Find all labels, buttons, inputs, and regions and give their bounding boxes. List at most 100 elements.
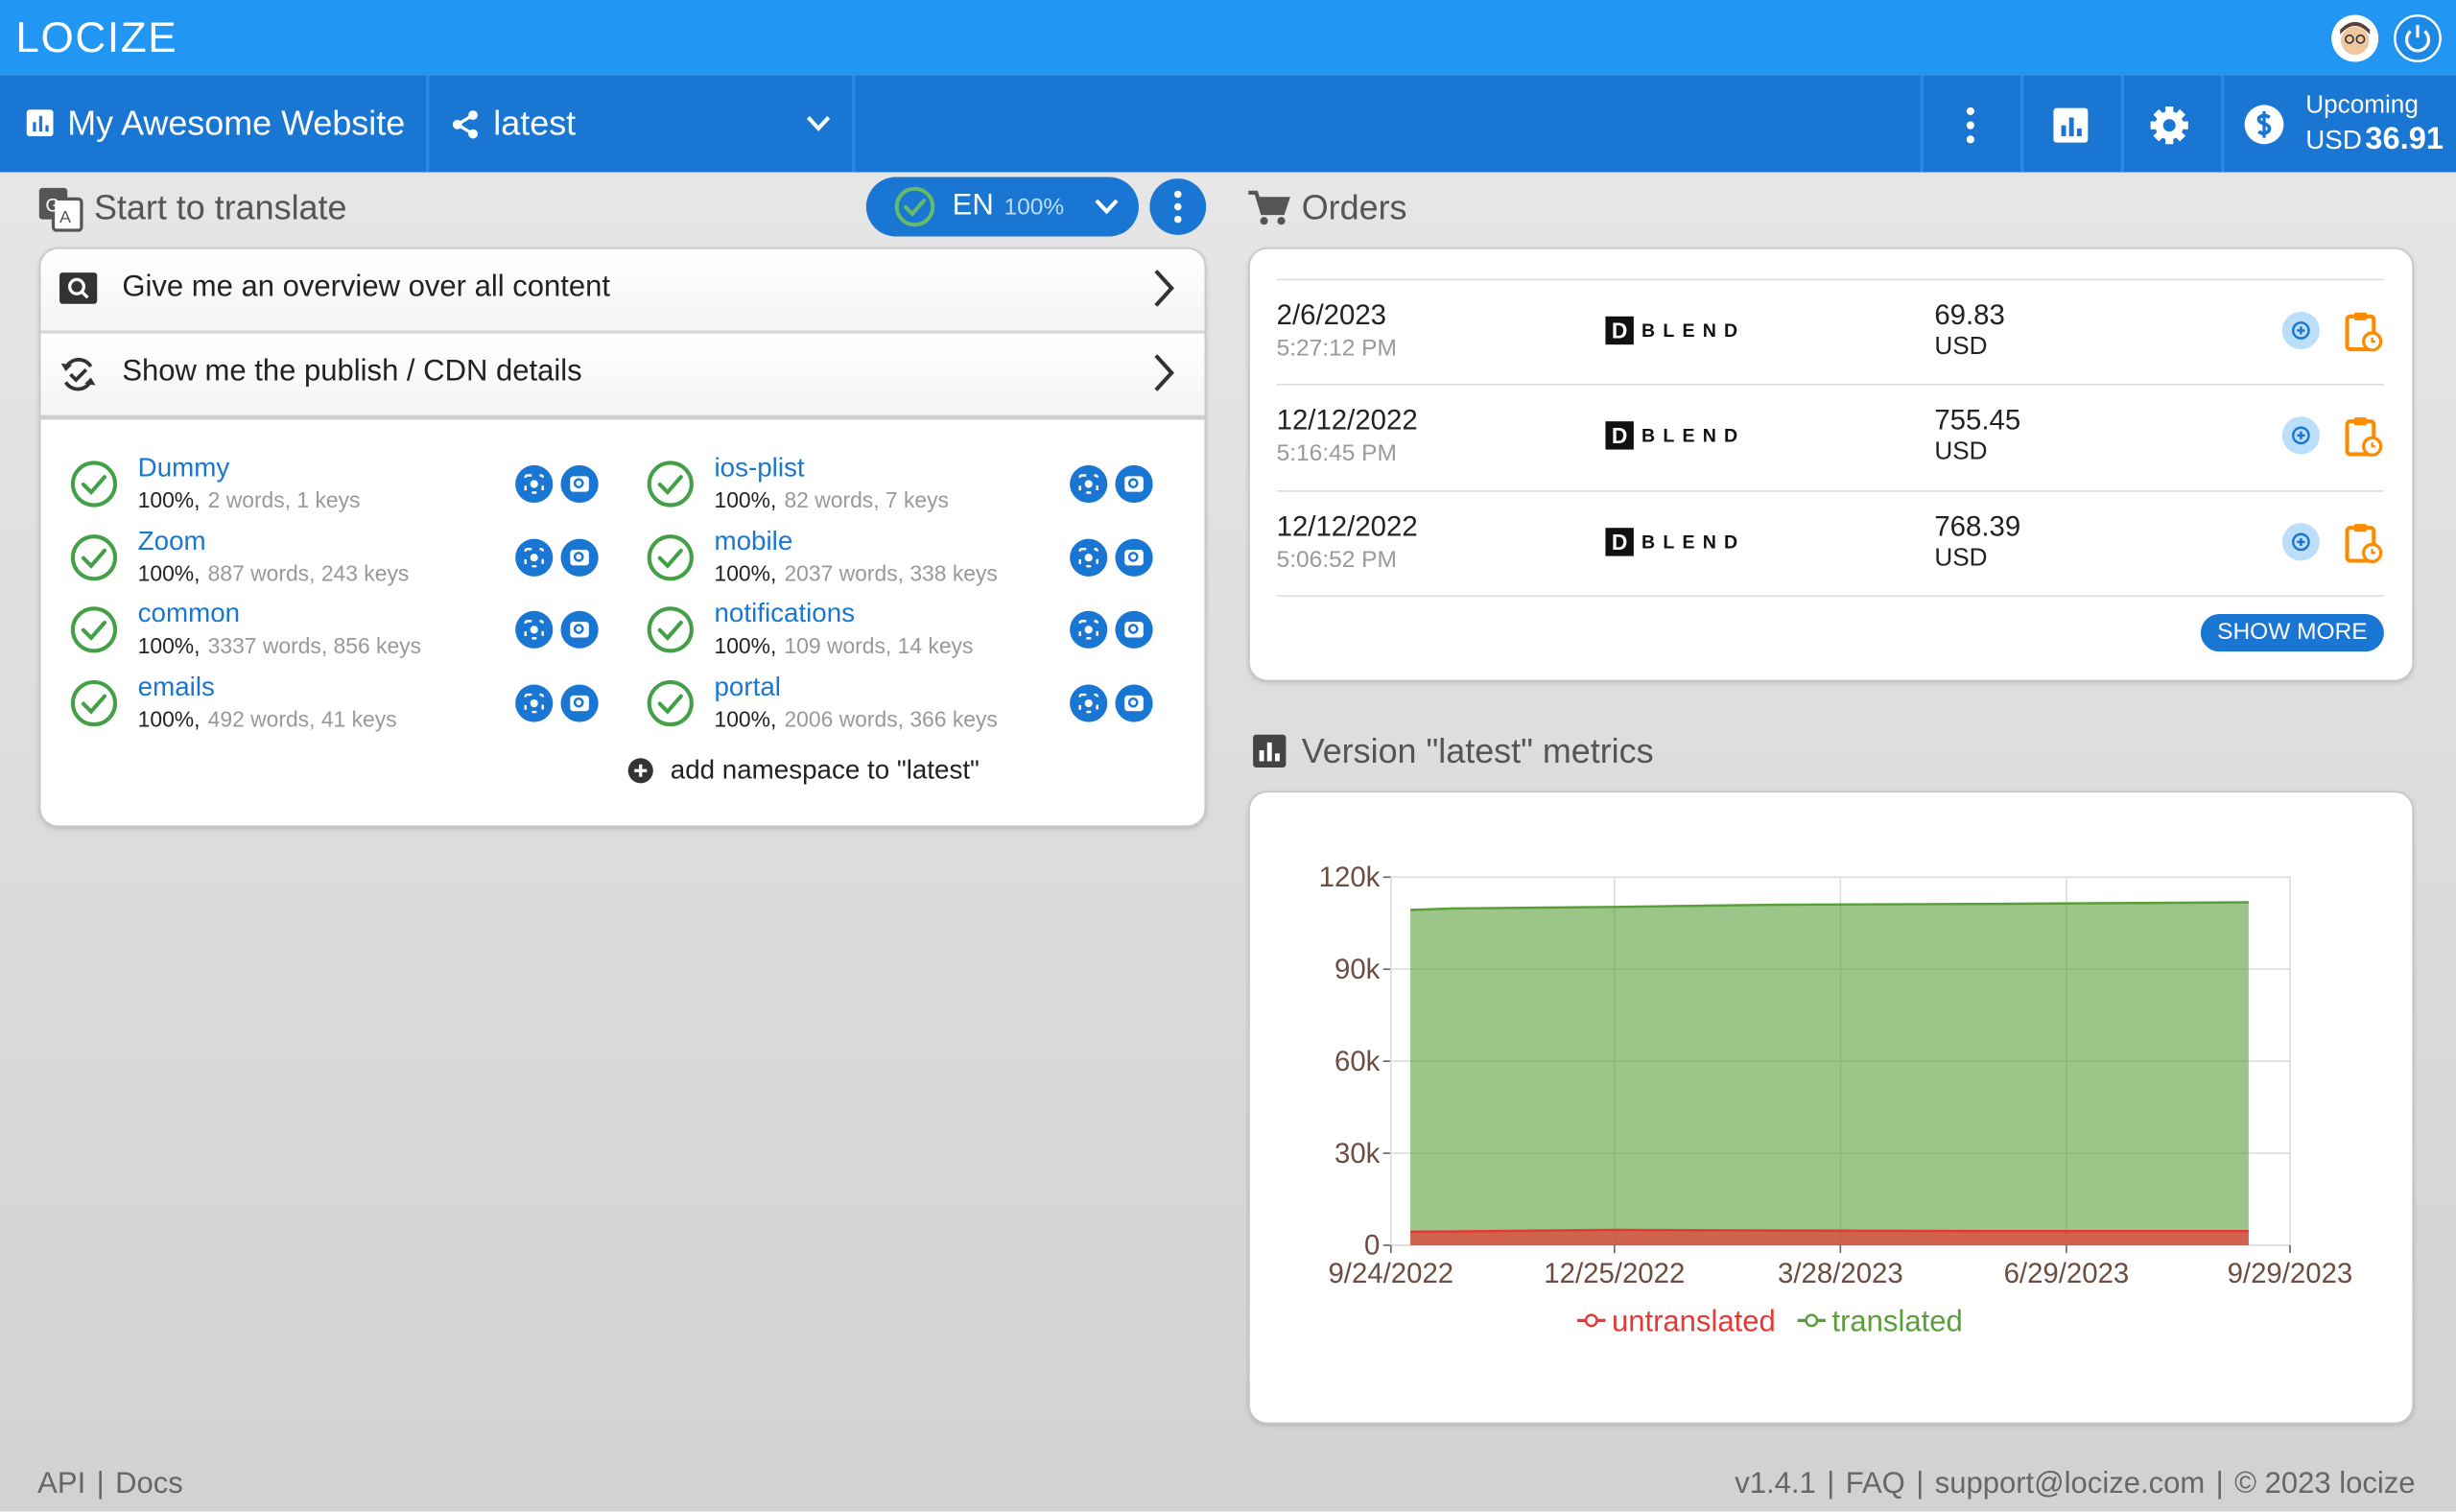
action-chevron[interactable] — [1154, 270, 1173, 307]
namespace-search-button[interactable] — [560, 538, 598, 576]
namespace-percent: 100%, — [714, 487, 776, 512]
namespace-search-button[interactable] — [560, 611, 598, 649]
namespace-name[interactable]: Zoom — [138, 526, 206, 557]
namespace-stats: 82 words, 7 keys — [784, 487, 949, 512]
footer-separator: | — [1916, 1468, 1924, 1502]
footer-link[interactable]: support@locize.com — [1935, 1468, 2206, 1502]
namespace-check — [70, 606, 117, 653]
namespace-scan-button[interactable] — [1070, 685, 1107, 722]
namespace-name[interactable]: ios-plist — [714, 453, 804, 484]
namespace-check-part — [73, 609, 115, 651]
namespace-check-part — [83, 550, 105, 565]
metrics-chart: 030k60k90k120k9/24/202212/25/20223/28/20… — [1248, 791, 2414, 1424]
nav-divider — [1921, 75, 1924, 172]
show-more-button[interactable]: SHOW MORE — [2201, 614, 2384, 651]
order-invoice-button[interactable] — [2345, 310, 2382, 352]
stats-button[interactable] — [2053, 108, 2088, 143]
order-details-button[interactable] — [2282, 523, 2320, 560]
action-label: Give me an overview over all content — [122, 271, 610, 305]
footer-link[interactable]: Docs — [115, 1468, 183, 1502]
namespace-percent: 100%, — [714, 633, 776, 658]
logout-button[interactable] — [2394, 14, 2443, 63]
action-chevron-part — [1156, 271, 1171, 305]
namespace-check-part — [660, 697, 681, 712]
footer-link[interactable]: FAQ — [1846, 1468, 1905, 1502]
x-tick-label: 9/24/2022 — [1328, 1258, 1453, 1289]
version-name[interactable]: latest — [493, 104, 576, 144]
namespace-check-part — [649, 462, 692, 505]
namespace-scan-button[interactable] — [515, 611, 553, 649]
namespace-name[interactable]: common — [138, 599, 240, 630]
vendor-name: BLEND — [1641, 425, 1745, 447]
namespace-scan-button[interactable] — [515, 465, 553, 503]
namespace-scan-button[interactable] — [1070, 465, 1107, 503]
namespace-search-button[interactable] — [1115, 611, 1152, 649]
publish-icon-part — [70, 369, 85, 380]
y-tick-label: 90k — [1334, 954, 1381, 985]
namespace-search-button[interactable] — [560, 465, 598, 503]
namespace-name[interactable]: portal — [714, 673, 780, 704]
more-menu[interactable] — [1964, 106, 1976, 144]
language-menu[interactable] — [1149, 178, 1206, 235]
add-namespace-icon[interactable] — [628, 758, 653, 783]
namespace-scan-button-part — [1085, 626, 1093, 634]
namespace-scan-button[interactable] — [1070, 611, 1107, 649]
namespace-name[interactable]: Dummy — [138, 453, 230, 484]
namespace-stats: 2037 words, 338 keys — [784, 560, 997, 585]
action-chevron[interactable] — [1154, 354, 1173, 391]
namespace-scan-button-part — [1085, 480, 1093, 487]
language-chevron[interactable] — [1095, 199, 1118, 214]
order-details-button[interactable] — [2282, 312, 2320, 349]
order-invoice-button-part — [2354, 418, 2367, 426]
stats-button-part — [2069, 117, 2074, 136]
namespace-percent: 100%, — [138, 560, 201, 585]
namespace-name[interactable]: emails — [138, 673, 215, 704]
order-divider — [1277, 595, 2384, 597]
order-divider — [1277, 384, 2384, 386]
namespace-stats: 492 words, 41 keys — [208, 706, 397, 731]
namespace-name[interactable]: notifications — [714, 599, 855, 630]
cart-icon-part — [1260, 217, 1267, 224]
version-chevron[interactable] — [807, 116, 830, 131]
namespace-search-button[interactable] — [560, 685, 598, 722]
namespace-check — [70, 680, 117, 727]
namespace-percent: 100%, — [714, 560, 776, 585]
order-details-button[interactable] — [2282, 417, 2320, 455]
namespace-check-part — [660, 477, 681, 492]
namespace-search-button[interactable] — [1115, 538, 1152, 576]
nav-divider — [2020, 75, 2023, 172]
order-invoice-button[interactable] — [2345, 521, 2382, 563]
language-check-part — [897, 189, 933, 225]
order-divider — [1277, 489, 2384, 491]
language-check-part — [906, 201, 924, 214]
footer-link[interactable]: © 2023 locize — [2234, 1468, 2415, 1502]
x-tick-label: 6/29/2023 — [2004, 1258, 2130, 1289]
namespace-scan-button[interactable] — [1070, 538, 1107, 576]
namespace-stats: 109 words, 14 keys — [784, 633, 973, 658]
namespace-name[interactable]: mobile — [714, 526, 792, 557]
billing-icon[interactable] — [2245, 105, 2284, 144]
y-tick-label: 120k — [1319, 862, 1381, 893]
namespace-search-button[interactable] — [1115, 465, 1152, 503]
order-time: 5:16:45 PM — [1277, 440, 1397, 467]
namespace-scan-button[interactable] — [515, 685, 553, 722]
project-name[interactable]: My Awesome Website — [67, 104, 405, 144]
order-amount: 755.45 — [1934, 405, 2020, 437]
settings-button[interactable] — [2149, 105, 2189, 145]
vendor-mark: D — [1605, 528, 1633, 555]
y-tick-label: 60k — [1334, 1046, 1381, 1077]
namespace-search-button[interactable] — [1115, 685, 1152, 722]
order-invoice-button[interactable] — [2345, 415, 2382, 458]
add-namespace[interactable]: add namespace to "latest" — [671, 755, 980, 787]
legend-marker — [1807, 1315, 1817, 1326]
namespace-scan-button[interactable] — [515, 538, 553, 576]
namespace-check-part — [83, 697, 105, 712]
avatar[interactable] — [2330, 14, 2379, 63]
project-icon — [27, 109, 54, 136]
footer-link[interactable]: API — [37, 1468, 85, 1502]
area-line — [1410, 1230, 2249, 1232]
footer-links: API|Docs — [37, 1468, 183, 1502]
share-icon-part — [458, 115, 473, 134]
footer-link[interactable]: v1.4.1 — [1735, 1468, 1816, 1502]
language-chevron-part — [1097, 201, 1117, 211]
